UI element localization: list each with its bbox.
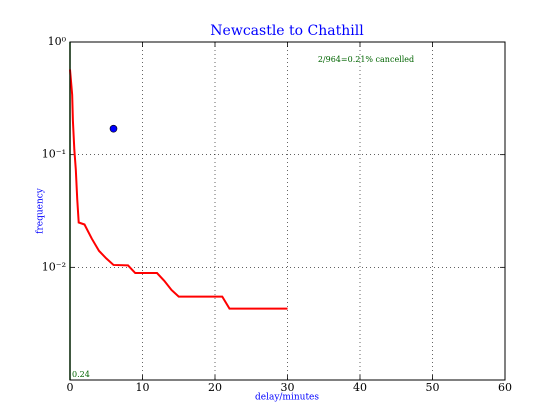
- data-line: [69, 69, 288, 310]
- plot-frame: [69, 41, 506, 381]
- y-tick-label: 10⁻²: [42, 260, 66, 273]
- x-tick-label: 20: [208, 381, 222, 394]
- x-tick-label: 40: [353, 381, 367, 394]
- x-tick-label: 10: [136, 381, 150, 394]
- x-axis-label: delay/minutes: [255, 393, 319, 403]
- x-tick-label: 30: [281, 381, 295, 394]
- data-point: [109, 124, 118, 133]
- annotation: 0.24: [72, 370, 90, 379]
- x-tick-label: 50: [426, 381, 440, 394]
- x-tick-label: 0: [67, 381, 74, 394]
- y-tick-label: 10⁰: [48, 35, 67, 48]
- x-tick-label: 60: [498, 381, 512, 394]
- annotation: 2/964=0.21% cancelled: [318, 55, 414, 64]
- y-tick-label: 10⁻¹: [42, 148, 66, 161]
- y-axis-label: frequency: [36, 187, 46, 234]
- chart-title: Newcastle to Chathill: [210, 23, 364, 39]
